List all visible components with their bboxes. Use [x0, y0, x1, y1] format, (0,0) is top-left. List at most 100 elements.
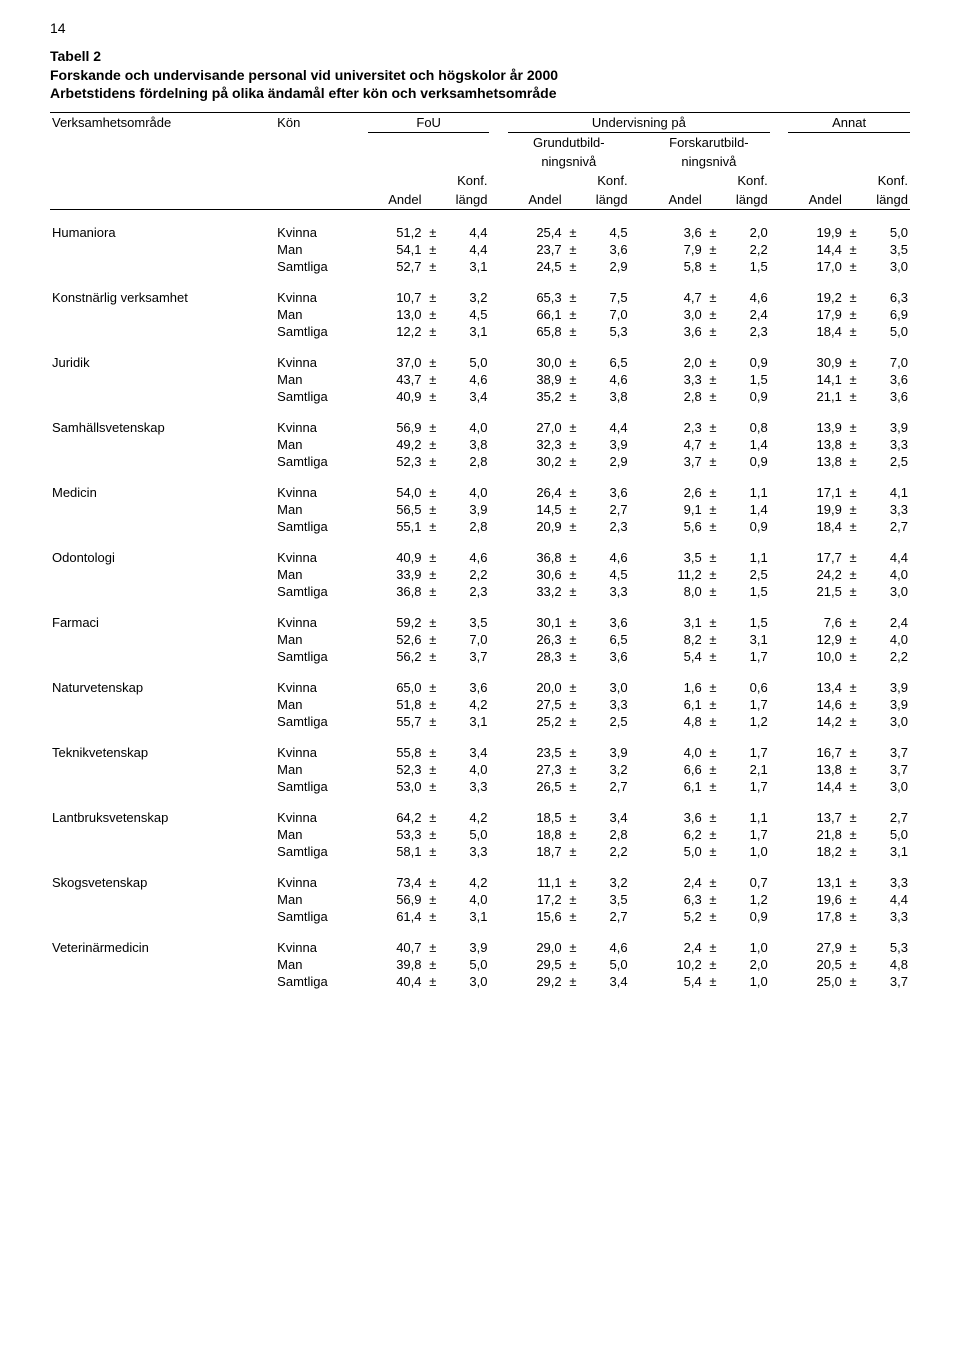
value-cell: 5,4: [648, 973, 704, 990]
ci-cell: 2,8: [442, 518, 489, 535]
plus-minus: ±: [704, 744, 723, 761]
ci-cell: 4,2: [442, 874, 489, 891]
value-cell: 21,1: [788, 388, 844, 405]
value-cell: 24,2: [788, 566, 844, 583]
section-label: [50, 388, 275, 405]
table-row: Man51,8±4,227,5±3,36,1±1,714,6±3,9: [50, 696, 910, 713]
ci-cell: 4,0: [862, 566, 910, 583]
ci-cell: 2,2: [582, 843, 629, 860]
kon-cell: Kvinna: [275, 614, 368, 631]
value-cell: 43,7: [368, 371, 424, 388]
plus-minus: ±: [564, 843, 583, 860]
ci-cell: 1,5: [722, 583, 769, 600]
plus-minus: ±: [564, 501, 583, 518]
ci-cell: 1,7: [722, 778, 769, 795]
ci-cell: 1,7: [722, 744, 769, 761]
ci-cell: 0,9: [722, 518, 769, 535]
plus-minus: ±: [844, 436, 863, 453]
ci-cell: 3,9: [442, 939, 489, 956]
col-langd: längd: [442, 190, 489, 210]
plus-minus: ±: [424, 518, 443, 535]
table-row: Samtliga55,7±3,125,2±2,54,8±1,214,2±3,0: [50, 713, 910, 730]
ci-cell: 0,9: [722, 388, 769, 405]
ci-cell: 2,7: [582, 778, 629, 795]
value-cell: 25,2: [508, 713, 564, 730]
plus-minus: ±: [564, 614, 583, 631]
ci-cell: 4,0: [442, 419, 489, 436]
value-cell: 53,3: [368, 826, 424, 843]
value-cell: 30,6: [508, 566, 564, 583]
value-cell: 14,6: [788, 696, 844, 713]
plus-minus: ±: [844, 354, 863, 371]
ci-cell: 4,0: [442, 484, 489, 501]
plus-minus: ±: [564, 371, 583, 388]
value-cell: 17,7: [788, 549, 844, 566]
plus-minus: ±: [844, 908, 863, 925]
plus-minus: ±: [424, 566, 443, 583]
plus-minus: ±: [704, 696, 723, 713]
kon-cell: Kvinna: [275, 549, 368, 566]
value-cell: 5,4: [648, 648, 704, 665]
value-cell: 14,1: [788, 371, 844, 388]
value-cell: 40,9: [368, 549, 424, 566]
value-cell: 15,6: [508, 908, 564, 925]
kon-cell: Samtliga: [275, 778, 368, 795]
value-cell: 55,8: [368, 744, 424, 761]
plus-minus: ±: [564, 908, 583, 925]
section-label: Samhällsvetenskap: [50, 419, 275, 436]
table-row: Man52,3±4,027,3±3,26,6±2,113,8±3,7: [50, 761, 910, 778]
ci-cell: 3,3: [862, 908, 910, 925]
plus-minus: ±: [844, 289, 863, 306]
ci-cell: 4,6: [582, 939, 629, 956]
value-cell: 19,9: [788, 501, 844, 518]
plus-minus: ±: [424, 306, 443, 323]
value-cell: 33,2: [508, 583, 564, 600]
value-cell: 20,9: [508, 518, 564, 535]
ci-cell: 3,6: [582, 484, 629, 501]
plus-minus: ±: [424, 419, 443, 436]
plus-minus: ±: [424, 436, 443, 453]
ci-cell: 2,2: [862, 648, 910, 665]
ci-cell: 3,9: [582, 744, 629, 761]
ci-cell: 2,9: [582, 258, 629, 275]
plus-minus: ±: [424, 843, 443, 860]
plus-minus: ±: [844, 371, 863, 388]
value-cell: 10,0: [788, 648, 844, 665]
value-cell: 27,0: [508, 419, 564, 436]
ci-cell: 2,7: [862, 809, 910, 826]
table-row: Samtliga52,3±2,830,2±2,93,7±0,913,8±2,5: [50, 453, 910, 470]
plus-minus: ±: [704, 583, 723, 600]
ci-cell: 2,1: [722, 761, 769, 778]
kon-cell: Samtliga: [275, 518, 368, 535]
ci-cell: 4,5: [442, 306, 489, 323]
ci-cell: 1,7: [722, 696, 769, 713]
ci-cell: 4,4: [862, 549, 910, 566]
plus-minus: ±: [704, 631, 723, 648]
plus-minus: ±: [424, 744, 443, 761]
ci-cell: 6,3: [862, 289, 910, 306]
value-cell: 51,2: [368, 224, 424, 241]
section-label: Skogsvetenskap: [50, 874, 275, 891]
ci-cell: 4,4: [442, 241, 489, 258]
plus-minus: ±: [704, 939, 723, 956]
ci-cell: 3,1: [442, 908, 489, 925]
plus-minus: ±: [564, 648, 583, 665]
col-langd: längd: [582, 190, 629, 210]
ci-cell: 1,5: [722, 258, 769, 275]
plus-minus: ±: [844, 241, 863, 258]
plus-minus: ±: [564, 891, 583, 908]
ci-cell: 4,2: [442, 809, 489, 826]
plus-minus: ±: [704, 891, 723, 908]
value-cell: 6,1: [648, 778, 704, 795]
section-label: [50, 241, 275, 258]
ci-cell: 1,5: [722, 371, 769, 388]
ci-cell: 4,4: [582, 419, 629, 436]
value-cell: 25,0: [788, 973, 844, 990]
value-cell: 52,7: [368, 258, 424, 275]
ci-cell: 3,1: [442, 713, 489, 730]
value-cell: 13,8: [788, 453, 844, 470]
ci-cell: 2,8: [582, 826, 629, 843]
plus-minus: ±: [564, 761, 583, 778]
table-row: Samtliga58,1±3,318,7±2,25,0±1,018,2±3,1: [50, 843, 910, 860]
kon-cell: Kvinna: [275, 224, 368, 241]
